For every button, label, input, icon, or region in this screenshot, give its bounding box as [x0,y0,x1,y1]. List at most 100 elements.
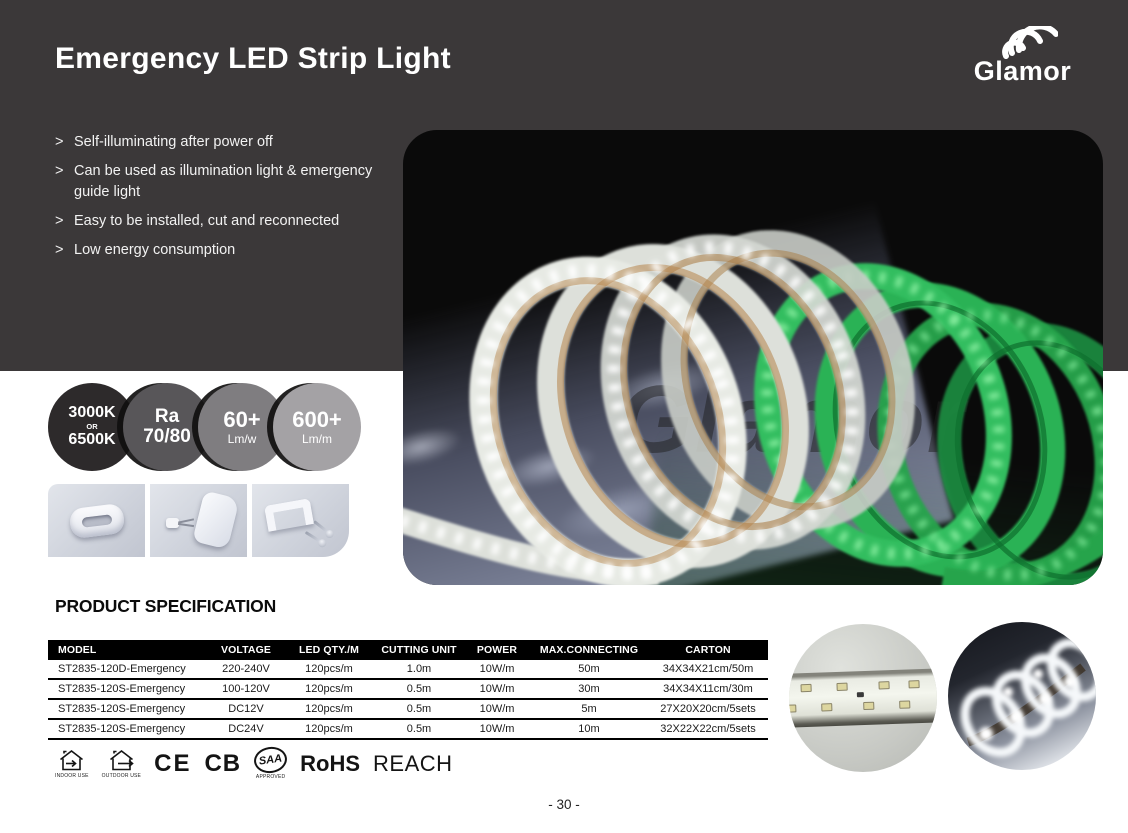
accessory-end-cap-photo [48,484,145,557]
badge-unit: Lm/m [302,432,332,447]
cell-voltage: 100-120V [208,679,284,700]
saa-text: SAA [258,752,283,768]
mounting-clip [264,498,314,532]
accessory-connector-photo [150,484,247,557]
badge-cri: Ra 70/80 [123,383,211,471]
certification-row: INDOOR USE OUTDOOR USE CE CB SAA APPROVE… [55,744,453,780]
cell-cutting-unit: 0.5m [374,679,464,700]
page-number: - 30 - [548,797,580,812]
rohs-mark: RoHS [300,750,361,776]
badge-color-temperature: 3000K OR 6500K [48,383,136,471]
cell-model: ST2835-120S-Emergency [48,719,208,740]
cell-max-connecting: 30m [530,679,648,700]
cell-max-connecting: 5m [530,699,648,720]
led-chip [821,703,833,712]
led-chip [863,701,875,711]
bullet-marker: > [55,134,64,150]
brand-name: Glamor [973,56,1072,86]
cell-model: ST2835-120S-Emergency [48,699,208,720]
bullet-marker: > [55,163,64,179]
ce-mark: CE [154,749,192,777]
cell-led-qty: 120pcs/m [284,719,374,740]
cell-max-connecting: 50m [530,660,648,680]
badge-value: 6500K [68,430,116,448]
spec-section-heading: PRODUCT SPECIFICATION [55,596,277,616]
led-strip-closeup [789,668,937,728]
cell-voltage: DC24V [208,719,284,740]
feature-text: Low energy consumption [74,242,236,258]
badge-value: 60+ [223,407,261,433]
brand-logo: Glamor [960,26,1085,87]
feature-item: > Easy to be installed, cut and reconnect… [55,211,385,232]
col-voltage: VOLTAGE [208,640,284,660]
table-row: ST2835-120S-Emergency DC12V 120pcs/m 0.5… [48,699,768,720]
outdoor-use-icon: OUTDOOR USE [102,749,141,779]
feature-text: Easy to be installed, cut and reconnecte… [74,213,340,229]
feature-item: > Can be used as illumination light & eme… [55,161,385,203]
feature-item: > Low energy consumption [55,240,385,261]
col-cutting-unit: CUTTING UNIT [374,640,464,660]
cb-mark: CB [204,749,242,777]
spec-table: MODEL VOLTAGE LED QTY./M CUTTING UNIT PO… [48,640,768,740]
connector-sleeve [192,490,240,550]
badge-lumen-output: 600+ Lm/m [273,383,361,471]
col-led-qty: LED QTY./M [284,640,374,660]
badge-value: 3000K [68,404,116,422]
badge-value: 600+ [292,407,342,433]
cell-carton: 34X34X11cm/30m [648,679,768,700]
cell-power: 10W/m [464,679,530,700]
saa-mark: SAA APPROVED [252,744,289,780]
cell-led-qty: 120pcs/m [284,699,374,720]
cell-model: ST2835-120D-Emergency [48,660,208,680]
spec-table-header-row: MODEL VOLTAGE LED QTY./M CUTTING UNIT PO… [48,640,768,660]
col-carton: CARTON [648,640,768,660]
screw [304,530,324,545]
cell-carton: 34X34X21cm/50m [648,660,768,680]
white-coil [403,230,915,585]
indoor-use-icon: INDOOR USE [55,749,89,779]
saa-approved-label: APPROVED [255,774,286,780]
feature-text: Can be used as illumination light & emer… [74,163,373,200]
cell-voltage: DC12V [208,699,284,720]
page-title: Emergency LED Strip Light [55,42,451,75]
product-photo: Glamor [403,130,1103,585]
connector-pin [166,518,179,528]
accessory-clip-photo [252,484,349,557]
reach-mark: REACH [373,750,453,776]
feature-item: > Self-illuminating after power off [55,132,385,153]
col-model: MODEL [48,640,208,660]
badge-value: 70/80 [143,426,191,447]
cell-led-qty: 120pcs/m [284,660,374,680]
led-coil-illustration [403,230,1103,585]
accessory-photos [48,484,349,557]
spec-badges: 3000K OR 6500K Ra 70/80 60+ Lm/w 600+ Lm… [48,383,361,471]
screw [313,520,331,535]
badge-efficacy: 60+ Lm/w [198,383,286,471]
cell-cutting-unit: 1.0m [374,660,464,680]
cell-power: 10W/m [464,699,530,720]
col-max-connecting: MAX.CONNECTING [530,640,648,660]
led-chip [836,682,848,691]
feature-text: Self-illuminating after power off [74,134,273,150]
glowing-strip-photo [948,622,1096,770]
badge-unit: Lm/w [227,432,257,447]
led-chip [800,683,812,693]
cell-carton: 27X20X20cm/5sets [648,699,768,720]
cell-cutting-unit: 0.5m [374,699,464,720]
cell-voltage: 220-240V [208,660,284,680]
end-cap [68,502,126,540]
green-coil [754,263,1103,585]
strip-closeup-photo [789,624,937,772]
bullet-marker: > [55,242,64,258]
outdoor-use-label: OUTDOOR USE [101,772,142,779]
led-chip [908,680,920,689]
table-row: ST2835-120D-Emergency 220-240V 120pcs/m … [48,660,768,680]
col-power: POWER [464,640,530,660]
indoor-use-label: INDOOR USE [55,772,89,779]
led-chip [878,681,890,690]
table-row: ST2835-120S-Emergency DC24V 120pcs/m 0.5… [48,719,768,740]
cell-max-connecting: 10m [530,719,648,740]
cell-led-qty: 120pcs/m [284,679,374,700]
logo-swoosh-icon [1002,26,1058,59]
